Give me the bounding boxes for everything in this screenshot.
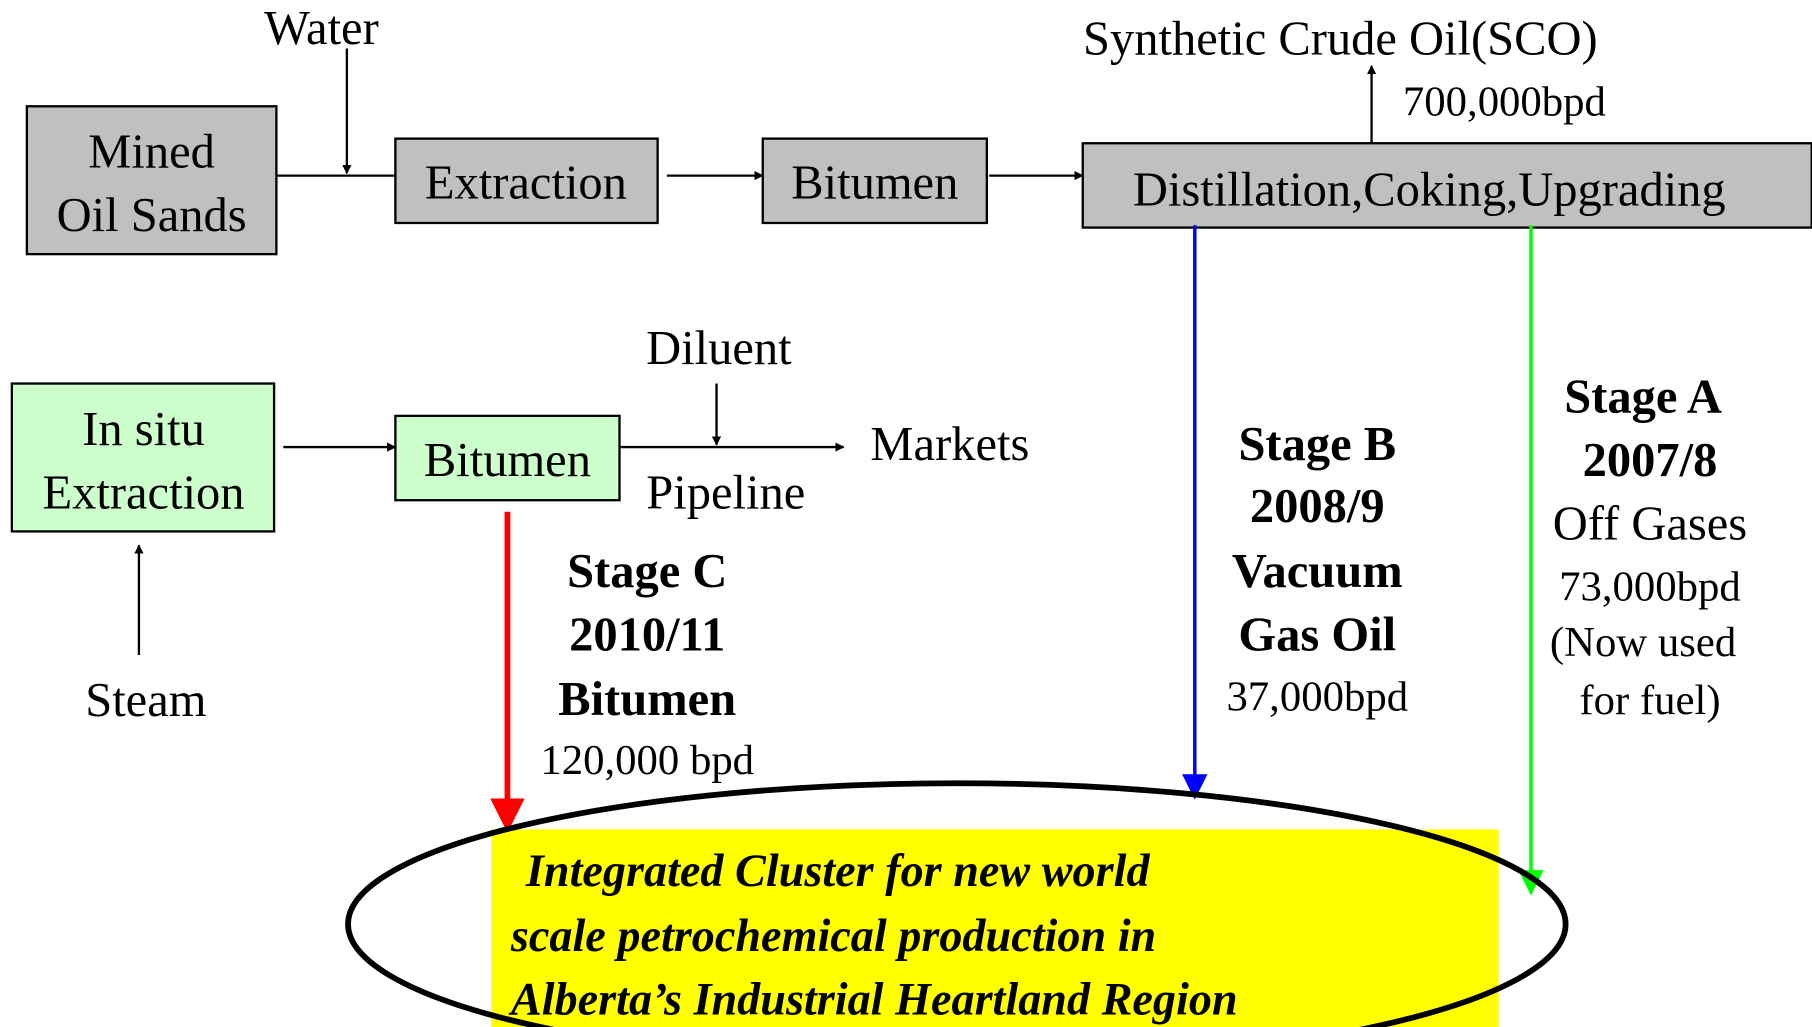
cluster-text: scale petrochemical production in xyxy=(510,910,1156,961)
box-label: Distillation,Coking,Upgrading xyxy=(1133,164,1726,217)
stage-label: 2010/11 xyxy=(569,608,725,661)
stage-label: Vacuum xyxy=(1232,545,1403,598)
stage-label: Stage A xyxy=(1564,370,1722,423)
label: 700,000bpd xyxy=(1403,79,1606,126)
stage-label: Stage B xyxy=(1238,418,1396,471)
stage-rate: 120,000 bpd xyxy=(540,737,754,784)
stage-rate: 37,000bpd xyxy=(1226,673,1408,720)
cluster-text: Integrated Cluster for new world xyxy=(525,845,1151,896)
cluster-text: Alberta’s Industrial Heartland Region xyxy=(508,973,1238,1024)
box-label: Mined xyxy=(88,126,215,179)
box-label: Bitumen xyxy=(424,434,591,487)
label: Synthetic Crude Oil(SCO) xyxy=(1083,12,1598,65)
label: Markets xyxy=(870,418,1029,471)
arrows xyxy=(134,48,1544,896)
stage-label: 2008/9 xyxy=(1250,480,1385,533)
box xyxy=(25,105,278,256)
box-label: Oil Sands xyxy=(57,189,247,242)
box xyxy=(761,137,989,225)
label: Water xyxy=(264,2,379,55)
label: Steam xyxy=(85,674,206,727)
box-label: Bitumen xyxy=(791,157,958,210)
cluster-box xyxy=(491,829,1499,1027)
box xyxy=(10,382,276,533)
stage-label: Bitumen xyxy=(558,673,736,726)
stage-label: Gas Oil xyxy=(1238,608,1396,661)
box-label: Extraction xyxy=(43,466,245,519)
stage-label: 2007/8 xyxy=(1583,434,1718,487)
box xyxy=(394,137,659,225)
stage-label: Stage C xyxy=(567,545,727,598)
stage-text: for fuel) xyxy=(1579,677,1720,724)
stage-text: (Now used xyxy=(1550,619,1736,666)
box xyxy=(394,414,621,502)
stage-text: 73,000bpd xyxy=(1559,564,1741,611)
cluster-ellipse xyxy=(345,780,1569,1027)
stage-text: Off Gases xyxy=(1553,497,1747,550)
label: Diluent xyxy=(646,322,792,375)
box-label: In situ xyxy=(82,403,205,456)
box-label: Extraction xyxy=(425,157,627,210)
box xyxy=(1081,142,1812,229)
label: Pipeline xyxy=(646,466,805,519)
